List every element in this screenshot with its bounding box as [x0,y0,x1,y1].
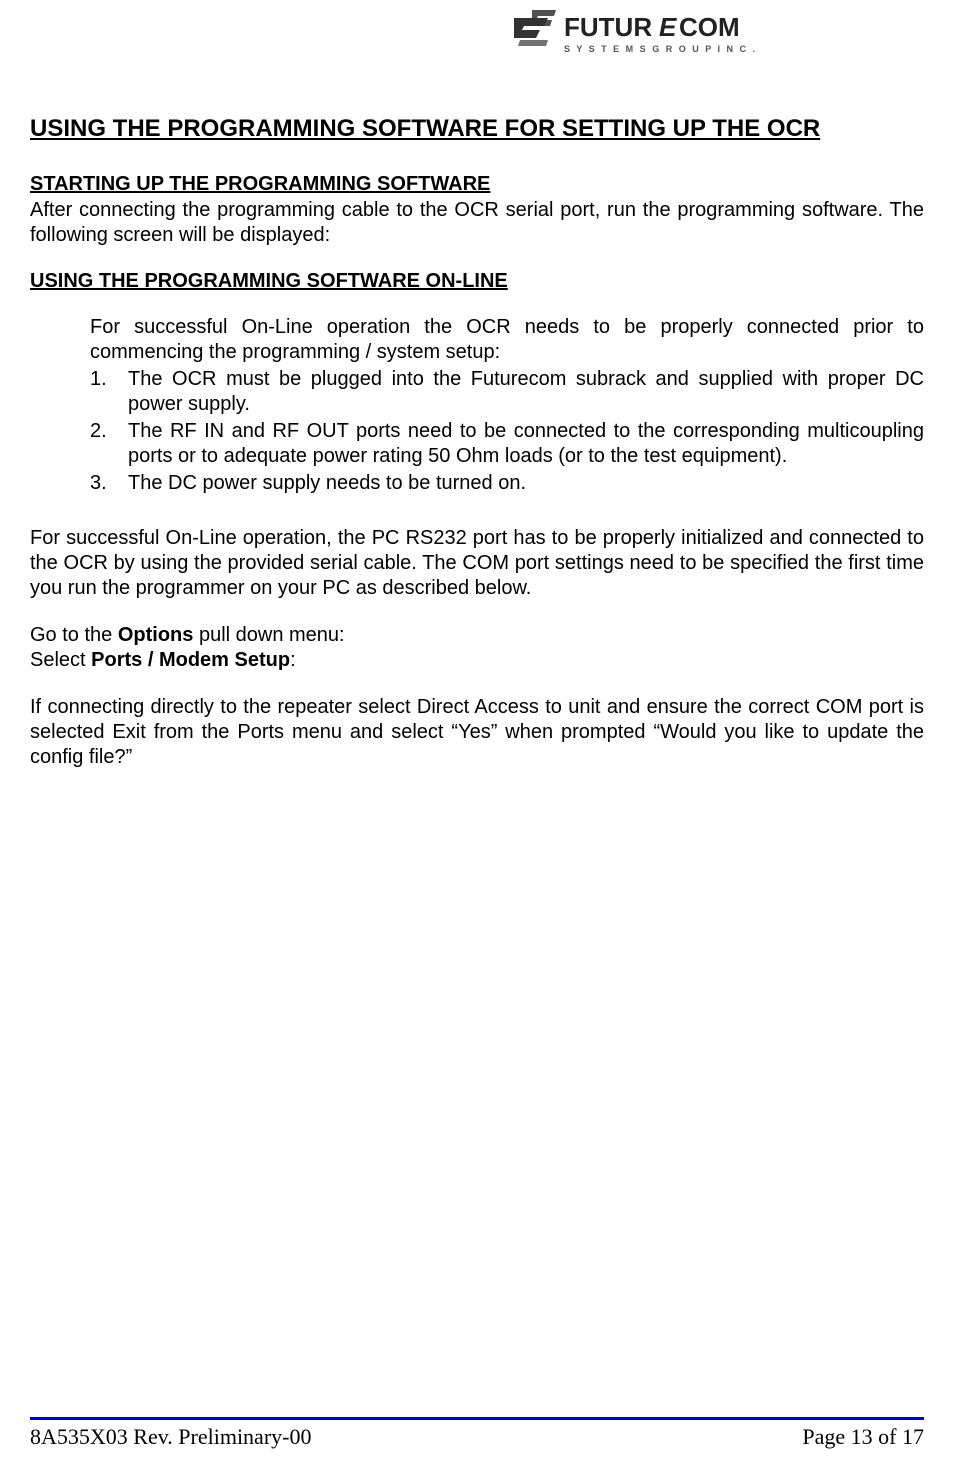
page-footer: 8A535X03 Rev. Preliminary-00 Page 13 of … [30,1417,924,1450]
list-item: 1. The OCR must be plugged into the Futu… [90,367,924,417]
ports-prefix: Select [30,649,91,671]
list-item: 2. The RF IN and RF OUT ports need to be… [90,419,924,469]
page: FUTUR E COM S Y S T E M S G R O U P I N … [0,0,954,1470]
list-text: The OCR must be plugged into the Futurec… [128,367,924,417]
svg-text:FUTUR: FUTUR [564,12,652,42]
page-title: USING THE PROGRAMMING SOFTWARE FOR SETTI… [30,115,924,143]
footer-row: 8A535X03 Rev. Preliminary-00 Page 13 of … [30,1424,924,1450]
section2-intro: For successful On-Line operation the OCR… [90,315,924,365]
svg-text:COM: COM [679,12,740,42]
ports-bold: Ports / Modem Setup [91,649,290,671]
para-rs232: For successful On-Line operation, the PC… [30,526,924,601]
options-bold: Options [118,624,194,646]
footer-left: 8A535X03 Rev. Preliminary-00 [30,1424,311,1450]
logo-container: FUTUR E COM S Y S T E M S G R O U P I N … [30,10,924,65]
options-prefix: Go to the [30,624,118,646]
list-text: The DC power supply needs to be turned o… [128,471,924,496]
list-number: 3. [90,471,128,496]
footer-rule [30,1417,924,1420]
section1-heading: STARTING UP THE PROGRAMMING SOFTWARE [30,173,924,196]
company-logo: FUTUR E COM S Y S T E M S G R O U P I N … [514,10,824,65]
ports-line: Select Ports / Modem Setup: [30,648,924,673]
section1-body: After connecting the programming cable t… [30,198,924,248]
list-number: 2. [90,419,128,469]
list-text: The RF IN and RF OUT ports need to be co… [128,419,924,469]
list-number: 1. [90,367,128,417]
svg-text:E: E [659,12,677,42]
para-direct: If connecting directly to the repeater s… [30,695,924,770]
section2-list: 1. The OCR must be plugged into the Futu… [90,367,924,496]
options-line: Go to the Options pull down menu: [30,623,924,648]
section2-heading: USING THE PROGRAMMING SOFTWARE ON-LINE [30,270,924,293]
footer-right: Page 13 of 17 [802,1424,924,1450]
list-item: 3. The DC power supply needs to be turne… [90,471,924,496]
futurecom-logo-icon: FUTUR E COM S Y S T E M S G R O U P I N … [514,10,824,60]
ports-suffix: : [290,649,296,671]
svg-text:S Y S T E M S G R O U P I: S Y S T E M S G R O U P I N C . [564,44,757,54]
options-suffix: pull down menu: [193,624,344,646]
